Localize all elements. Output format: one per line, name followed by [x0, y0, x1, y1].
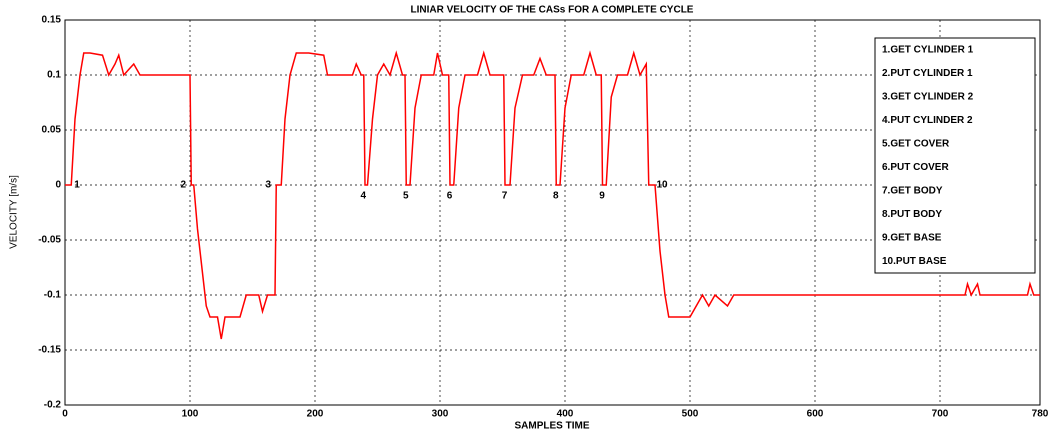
legend-label: 4.PUT CYLINDER 2 [882, 115, 973, 126]
x-tick-label: 700 [932, 409, 949, 420]
legend-label: 5.GET COVER [882, 138, 950, 149]
legend-label: 7.GET BODY [882, 185, 943, 196]
legend-label: 9.GET BASE [882, 232, 942, 243]
legend [874, 37, 1036, 274]
y-tick-label: 0 [55, 180, 61, 191]
annotation: 4 [360, 191, 366, 202]
chart-title: LINIAR VELOCITY OF THE CASs FOR A COMPLE… [411, 5, 694, 16]
legend-label: 10.PUT BASE [882, 256, 947, 267]
y-axis-label: VELOCITY [m/s] [9, 175, 20, 249]
y-tick-label: 0.1 [47, 70, 61, 81]
y-tick-label: -0.05 [38, 235, 61, 246]
annotation: 3 [265, 180, 271, 191]
x-tick-label: 500 [682, 409, 699, 420]
annotation: 5 [403, 191, 409, 202]
x-tick-label: 100 [182, 409, 199, 420]
y-tick-label: -0.15 [38, 345, 61, 356]
x-tick-label: 200 [307, 409, 324, 420]
legend-label: 3.GET CYLINDER 2 [882, 91, 974, 102]
legend-label: 8.PUT BODY [882, 209, 942, 220]
annotation: 1 [74, 180, 80, 191]
legend-label: 2.PUT CYLINDER 1 [882, 68, 973, 79]
annotation: 2 [180, 180, 186, 191]
annotation: 10 [656, 180, 668, 191]
x-tick-label: 300 [432, 409, 449, 420]
x-axis-label: SAMPLES TIME [514, 421, 589, 432]
annotation: 7 [502, 191, 508, 202]
y-tick-label: -0.1 [44, 290, 62, 301]
legend-label: 1.GET CYLINDER 1 [882, 44, 974, 55]
x-tick-label: 600 [807, 409, 824, 420]
y-tick-label: 0.05 [42, 125, 62, 136]
x-tick-label: 780 [1032, 409, 1049, 420]
annotation: 6 [447, 191, 453, 202]
y-tick-label: -0.2 [44, 400, 62, 411]
x-tick-label: 400 [557, 409, 574, 420]
line [65, 50, 1040, 340]
annotation: 9 [599, 191, 605, 202]
y-tick-label: 0.15 [42, 15, 62, 26]
x-tick-label: 0 [62, 409, 68, 420]
legend-label: 6.PUT COVER [882, 162, 949, 173]
annotation: 8 [553, 191, 559, 202]
